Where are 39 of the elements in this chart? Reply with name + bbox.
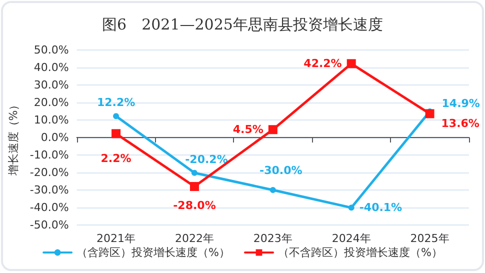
legend-label: （含跨区）投资增长速度（%）: [76, 246, 230, 259]
point: [113, 113, 120, 120]
y-tick-label: 20.0%: [34, 96, 69, 109]
x-tick-label: 2021年: [96, 232, 136, 245]
y-tick-label: 40.0%: [34, 61, 69, 74]
data-label: 14.9%: [442, 96, 480, 110]
point: [268, 125, 278, 134]
point: [190, 182, 199, 191]
data-label: -30.0%: [260, 164, 302, 177]
y-tick-label: -50.0%: [30, 218, 69, 232]
data-label: 13.6%: [441, 117, 480, 130]
point: [346, 59, 356, 68]
point: [270, 187, 276, 193]
point: [348, 204, 354, 211]
y-tick-label: 0.0%: [40, 131, 69, 144]
x-tick-label: 2023年: [253, 232, 292, 245]
data-label: -40.1%: [359, 201, 402, 214]
y-tick-label: 30.0%: [34, 78, 69, 92]
x-tick-label: 2022年: [174, 232, 214, 245]
x-tick-label: 2024年: [332, 232, 371, 245]
legend-label: （不含跨区）投资增长速度（%）: [278, 246, 442, 259]
x-tick-label: 2025年: [410, 232, 450, 245]
point: [425, 109, 434, 118]
point: [191, 170, 198, 176]
data-label: 12.2%: [96, 96, 136, 110]
y-tick-label: 50.0%: [34, 44, 69, 56]
data-label: -28.0%: [173, 199, 216, 212]
point: [112, 129, 121, 138]
y-axis-title: 增长速度（%）: [7, 99, 20, 177]
y-tick-label: -20.0%: [30, 166, 69, 179]
y-tick-label: 10.0%: [34, 114, 69, 126]
data-label: -20.2%: [185, 152, 228, 166]
y-tick-label: -40.0%: [30, 201, 69, 214]
y-tick-label: -30.0%: [30, 184, 69, 196]
chart-title: 图6 2021—2025年思南县投资增长速度: [102, 16, 383, 34]
y-tick-label: -10.0%: [30, 148, 69, 162]
data-label: 2.2%: [100, 152, 132, 166]
data-label: 42.2%: [304, 57, 342, 70]
data-label: 4.5%: [232, 123, 264, 136]
